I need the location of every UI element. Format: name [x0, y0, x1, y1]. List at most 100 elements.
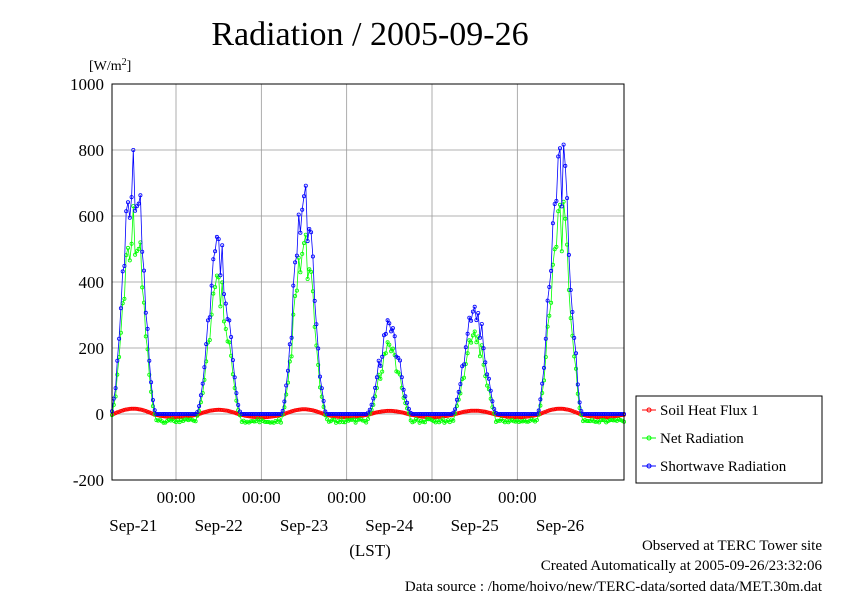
created-timestamp-note: Created Automatically at 2005-09-26/23:3… — [541, 558, 823, 574]
data-point — [122, 263, 127, 268]
data-point — [485, 383, 490, 388]
data-point — [470, 333, 475, 338]
data-point — [147, 372, 152, 377]
data-source-note: Data source : /home/hoivo/new/TERC-data/… — [405, 579, 823, 595]
data-point — [545, 298, 550, 303]
data-point — [554, 198, 559, 203]
data-point — [543, 336, 548, 341]
data-point — [307, 267, 312, 272]
data-point — [124, 209, 129, 214]
data-point — [252, 419, 257, 424]
data-point — [403, 394, 408, 399]
data-point — [284, 411, 289, 416]
data-point — [397, 358, 402, 363]
data-point — [492, 411, 497, 416]
data-point — [392, 334, 397, 339]
data-point — [447, 411, 452, 416]
series-layer — [110, 142, 627, 425]
data-point — [389, 349, 394, 354]
data-point — [166, 417, 171, 422]
data-point — [394, 409, 399, 414]
data-point — [378, 376, 383, 381]
data-point — [278, 411, 283, 416]
data-point — [355, 417, 360, 422]
data-point — [309, 407, 314, 412]
data-point — [486, 410, 491, 415]
data-point — [118, 306, 123, 311]
chart-title: Radiation / 2005-09-26 — [211, 16, 528, 53]
data-point — [323, 409, 328, 414]
data-point — [310, 408, 315, 413]
data-point — [300, 207, 305, 212]
data-point — [540, 381, 545, 386]
data-point — [156, 411, 161, 416]
data-point — [230, 410, 235, 415]
data-point — [319, 386, 324, 391]
data-point — [381, 409, 386, 414]
data-point — [223, 301, 228, 306]
data-point — [600, 417, 605, 422]
x-date-label: Sep-26 — [536, 516, 584, 535]
data-point — [136, 407, 141, 412]
data-point — [348, 417, 353, 422]
x-time-tick-label: 00:00 — [498, 488, 537, 507]
legend-entry-label: Net Radiation — [660, 431, 744, 447]
data-point — [213, 249, 218, 254]
data-point — [325, 417, 330, 422]
data-point — [549, 300, 554, 305]
data-point — [467, 315, 472, 320]
data-point — [572, 409, 577, 414]
data-point — [517, 419, 522, 424]
data-point — [401, 410, 406, 415]
data-point — [257, 420, 262, 425]
data-point — [365, 416, 370, 421]
data-point — [200, 381, 205, 386]
data-point — [173, 411, 178, 416]
data-point — [360, 418, 365, 423]
data-point — [150, 404, 155, 409]
data-point — [115, 372, 120, 377]
data-point — [613, 418, 618, 423]
data-point — [458, 382, 463, 387]
data-point — [458, 410, 463, 415]
data-point — [277, 411, 282, 416]
data-point — [456, 389, 461, 394]
data-point — [461, 409, 466, 414]
data-point — [209, 283, 214, 288]
data-point — [296, 212, 301, 217]
data-point — [147, 358, 152, 363]
data-point — [303, 183, 308, 188]
data-point — [305, 276, 310, 281]
data-point — [236, 402, 241, 407]
data-point — [211, 257, 216, 262]
data-point — [266, 419, 271, 424]
data-point — [465, 351, 470, 356]
data-point — [333, 414, 338, 419]
data-point — [298, 407, 303, 412]
data-point — [374, 375, 379, 380]
data-point — [197, 404, 202, 409]
data-point — [298, 230, 303, 235]
y-tick-label: 1000 — [70, 75, 104, 94]
data-point — [198, 400, 203, 405]
data-point — [133, 252, 138, 257]
data-point — [129, 195, 134, 200]
data-point — [534, 417, 539, 422]
data-point — [282, 405, 287, 410]
data-point — [138, 193, 143, 198]
y-tick-label: 400 — [79, 273, 105, 292]
data-point — [149, 389, 154, 394]
data-point — [469, 408, 474, 413]
data-point — [269, 414, 274, 419]
data-point — [230, 358, 235, 363]
data-point — [293, 408, 298, 413]
data-point — [307, 226, 312, 231]
data-point — [227, 340, 232, 345]
data-point — [463, 345, 468, 350]
y-tick-label: 0 — [96, 405, 105, 424]
series-line — [111, 144, 624, 415]
data-point — [202, 410, 207, 415]
x-axis-label: (LST) — [349, 541, 391, 560]
data-point — [542, 365, 547, 370]
data-point — [172, 411, 177, 416]
